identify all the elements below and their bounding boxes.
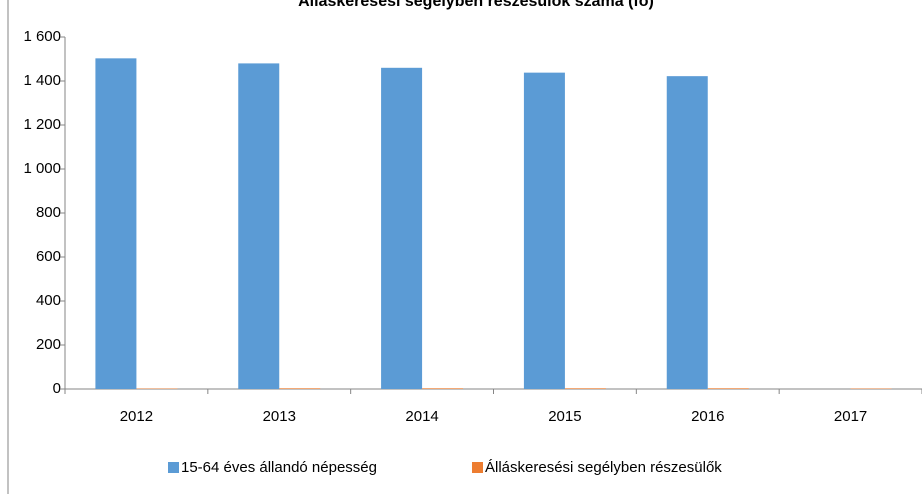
- bar: [523, 72, 565, 389]
- y-tick-label: 600: [36, 248, 61, 265]
- bar: [238, 63, 280, 390]
- legend-swatch: [168, 462, 179, 473]
- bar: [422, 388, 464, 389]
- x-tick-label: 2012: [120, 408, 153, 425]
- bar: [381, 67, 423, 390]
- bar: [707, 388, 749, 389]
- y-tick-label: 800: [36, 204, 61, 221]
- y-tick-label: 0: [53, 380, 61, 397]
- y-tick-label: 400: [36, 292, 61, 309]
- bar: [564, 388, 606, 389]
- bar: [95, 58, 137, 390]
- bar: [279, 388, 321, 389]
- x-tick-label: 2014: [405, 408, 438, 425]
- y-tick-label: 1 000: [23, 160, 61, 177]
- x-tick-label: 2013: [263, 408, 296, 425]
- chart-title: Álláskeresési segélyben részesülők száma…: [298, 0, 654, 10]
- y-tick-label: 1 200: [23, 116, 61, 133]
- y-tick-label: 200: [36, 336, 61, 353]
- x-tick-label: 2017: [834, 408, 867, 425]
- legend-label: Álláskeresési segélyben részesülők: [485, 459, 722, 476]
- x-tick-label: 2016: [691, 408, 724, 425]
- legend-swatch: [472, 462, 483, 473]
- y-tick-label: 1 400: [23, 72, 61, 89]
- legend-label: 15-64 éves állandó népesség: [181, 459, 377, 476]
- x-tick-label: 2015: [548, 408, 581, 425]
- y-tick-label: 1 600: [23, 28, 61, 45]
- bar: [666, 76, 708, 389]
